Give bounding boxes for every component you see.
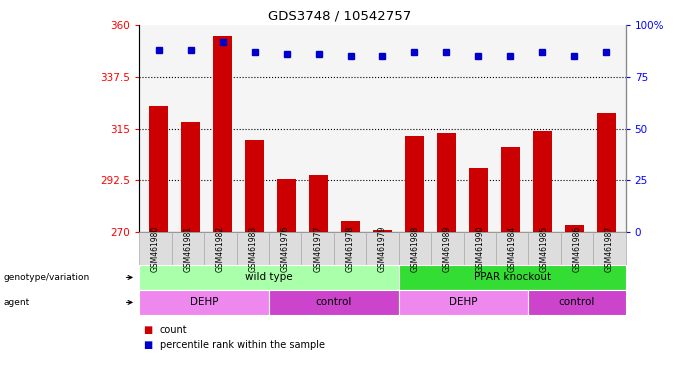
Bar — [565, 225, 584, 232]
Bar — [533, 131, 552, 232]
Bar — [405, 136, 424, 232]
Text: genotype/variation: genotype/variation — [3, 273, 90, 282]
Bar — [469, 168, 488, 232]
Text: GSM461990: GSM461990 — [475, 225, 484, 272]
Bar — [437, 133, 456, 232]
Bar — [341, 221, 360, 232]
Text: percentile rank within the sample: percentile rank within the sample — [160, 340, 325, 350]
Text: GDS3748 / 10542757: GDS3748 / 10542757 — [269, 10, 411, 23]
Bar — [309, 175, 328, 232]
Text: GSM461980: GSM461980 — [151, 225, 160, 272]
Bar — [245, 140, 264, 232]
Text: count: count — [160, 325, 188, 335]
Bar — [501, 147, 520, 232]
Bar — [373, 230, 392, 232]
Text: DEHP: DEHP — [449, 297, 478, 308]
Bar — [277, 179, 296, 232]
Text: GSM461985: GSM461985 — [540, 225, 549, 272]
Text: control: control — [559, 297, 595, 308]
Bar — [213, 36, 232, 232]
Text: GSM461987: GSM461987 — [605, 225, 614, 272]
Text: GSM461982: GSM461982 — [216, 225, 225, 272]
Bar — [181, 122, 200, 232]
Text: GSM461976: GSM461976 — [281, 225, 290, 272]
Text: GSM461977: GSM461977 — [313, 225, 322, 272]
Text: DEHP: DEHP — [190, 297, 218, 308]
Text: GSM461983: GSM461983 — [248, 225, 257, 272]
Text: control: control — [316, 297, 352, 308]
Text: PPAR knockout: PPAR knockout — [473, 272, 551, 283]
Bar — [149, 106, 168, 232]
Text: GSM461984: GSM461984 — [508, 225, 517, 272]
Text: GSM461986: GSM461986 — [573, 225, 581, 272]
Text: GSM461988: GSM461988 — [411, 225, 420, 272]
Text: agent: agent — [3, 298, 30, 307]
Text: GSM461979: GSM461979 — [378, 225, 387, 272]
Text: ■: ■ — [143, 325, 152, 335]
Text: GSM461989: GSM461989 — [443, 225, 452, 272]
Text: ■: ■ — [143, 340, 152, 350]
Text: GSM461978: GSM461978 — [345, 225, 354, 272]
Text: wild type: wild type — [245, 272, 293, 283]
Text: GSM461981: GSM461981 — [184, 225, 192, 272]
Bar — [597, 113, 616, 232]
